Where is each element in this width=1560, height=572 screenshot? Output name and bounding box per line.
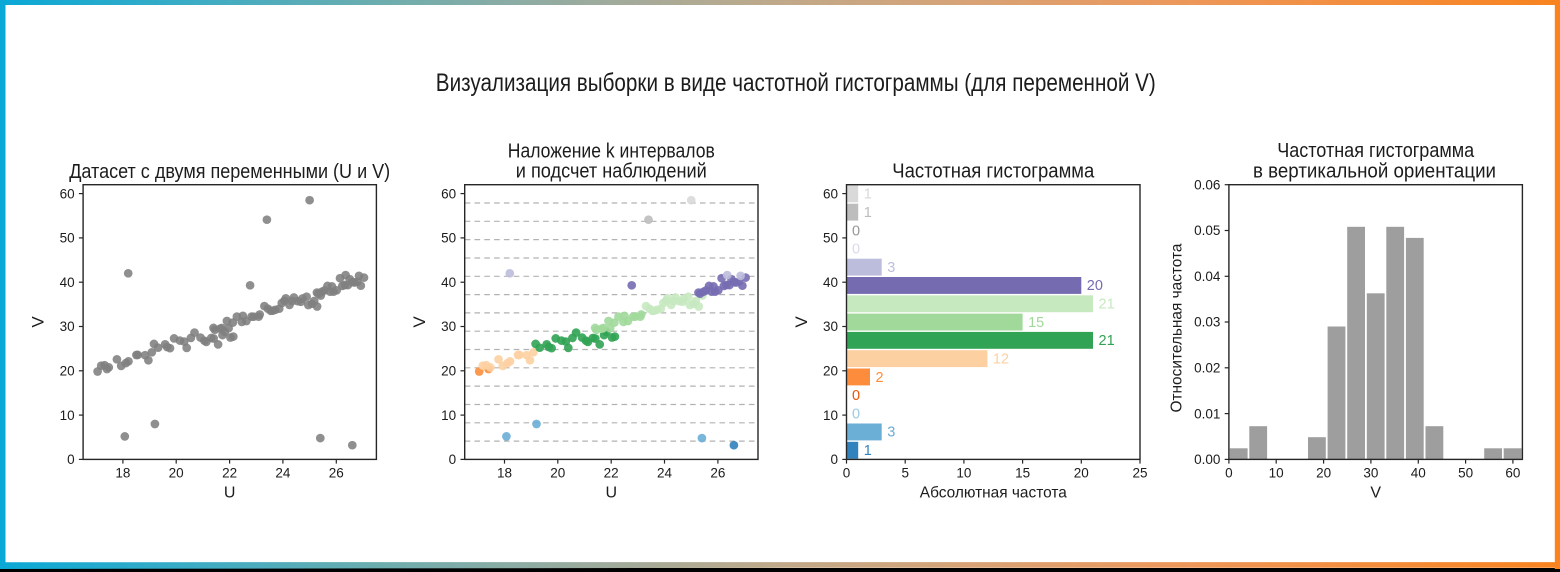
svg-text:0: 0 [852, 223, 860, 239]
svg-text:60: 60 [441, 186, 456, 201]
svg-text:20: 20 [823, 364, 838, 379]
svg-text:V: V [29, 316, 48, 328]
svg-text:60: 60 [1505, 466, 1520, 481]
svg-text:40: 40 [60, 275, 75, 290]
svg-text:0.01: 0.01 [1194, 406, 1220, 421]
svg-text:3: 3 [887, 260, 895, 276]
svg-text:10: 10 [956, 466, 971, 481]
svg-text:24: 24 [657, 466, 673, 481]
svg-text:50: 50 [441, 231, 456, 246]
svg-text:30: 30 [823, 319, 838, 334]
svg-text:0: 0 [830, 452, 838, 467]
svg-text:0: 0 [852, 406, 860, 422]
svg-text:10: 10 [1269, 466, 1284, 481]
svg-text:20: 20 [1087, 278, 1103, 294]
svg-text:10: 10 [60, 408, 75, 423]
svg-text:U: U [606, 485, 618, 502]
svg-text:Наложение k интервалов: Наложение k интервалов [508, 140, 715, 162]
svg-text:12: 12 [993, 352, 1009, 368]
svg-text:15: 15 [1028, 315, 1044, 331]
svg-text:0: 0 [852, 388, 860, 404]
svg-text:60: 60 [823, 186, 838, 201]
svg-text:50: 50 [823, 231, 838, 246]
svg-text:1: 1 [864, 205, 872, 221]
svg-text:V: V [1370, 485, 1381, 502]
svg-text:U: U [224, 485, 236, 502]
svg-text:0: 0 [852, 242, 860, 258]
svg-text:Датасет с двумя переменными (U: Датасет с двумя переменными (U и V) [69, 161, 390, 183]
svg-text:0.02: 0.02 [1194, 361, 1220, 376]
svg-text:Относительная частота: Относительная частота [1169, 243, 1186, 412]
svg-text:15: 15 [1015, 466, 1030, 481]
svg-text:и подсчет наблюдений: и подсчет наблюдений [516, 161, 707, 183]
svg-text:26: 26 [710, 466, 725, 481]
svg-text:26: 26 [329, 466, 344, 481]
svg-text:30: 30 [60, 319, 75, 334]
svg-text:24: 24 [275, 466, 291, 481]
svg-text:40: 40 [823, 275, 838, 290]
svg-text:V: V [410, 316, 429, 328]
svg-text:20: 20 [60, 364, 75, 379]
svg-text:1: 1 [864, 187, 872, 203]
svg-text:10: 10 [441, 408, 456, 423]
svg-text:18: 18 [115, 466, 130, 481]
svg-text:30: 30 [441, 319, 456, 334]
svg-text:0.06: 0.06 [1194, 177, 1220, 192]
svg-text:20: 20 [1074, 466, 1089, 481]
svg-text:3: 3 [887, 425, 895, 441]
svg-text:0: 0 [449, 452, 457, 467]
svg-text:10: 10 [823, 408, 838, 423]
svg-text:21: 21 [1099, 297, 1115, 313]
svg-text:0.05: 0.05 [1194, 223, 1220, 238]
svg-text:22: 22 [604, 466, 619, 481]
svg-text:50: 50 [60, 231, 75, 246]
svg-text:0.03: 0.03 [1194, 315, 1220, 330]
svg-text:в вертикальной ориентации: в вертикальной ориентации [1253, 161, 1496, 183]
svg-text:1: 1 [864, 443, 872, 459]
svg-text:20: 20 [169, 466, 184, 481]
svg-text:0: 0 [1225, 466, 1233, 481]
svg-text:0: 0 [67, 452, 75, 467]
svg-text:V: V [792, 316, 811, 328]
svg-text:40: 40 [1411, 466, 1426, 481]
svg-text:25: 25 [1132, 466, 1147, 481]
svg-text:22: 22 [222, 466, 237, 481]
svg-text:50: 50 [1458, 466, 1473, 481]
svg-text:0.04: 0.04 [1194, 269, 1221, 284]
svg-text:Абсолютная частота: Абсолютная частота [920, 485, 1067, 502]
svg-text:5: 5 [901, 466, 909, 481]
svg-text:20: 20 [441, 364, 456, 379]
svg-text:Визуализация выборки в виде ча: Визуализация выборки в виде частотной ги… [436, 69, 1156, 97]
svg-text:40: 40 [441, 275, 456, 290]
svg-text:60: 60 [60, 186, 75, 201]
svg-text:18: 18 [497, 466, 512, 481]
svg-text:0: 0 [843, 466, 851, 481]
svg-text:Частотная гистограмма: Частотная гистограмма [1277, 140, 1475, 162]
svg-text:Частотная гистограмма: Частотная гистограмма [892, 161, 1095, 183]
svg-text:21: 21 [1099, 333, 1115, 349]
svg-text:2: 2 [876, 370, 884, 386]
svg-text:20: 20 [550, 466, 565, 481]
svg-text:30: 30 [1363, 466, 1378, 481]
svg-text:20: 20 [1316, 466, 1331, 481]
svg-text:0.00: 0.00 [1194, 452, 1220, 467]
